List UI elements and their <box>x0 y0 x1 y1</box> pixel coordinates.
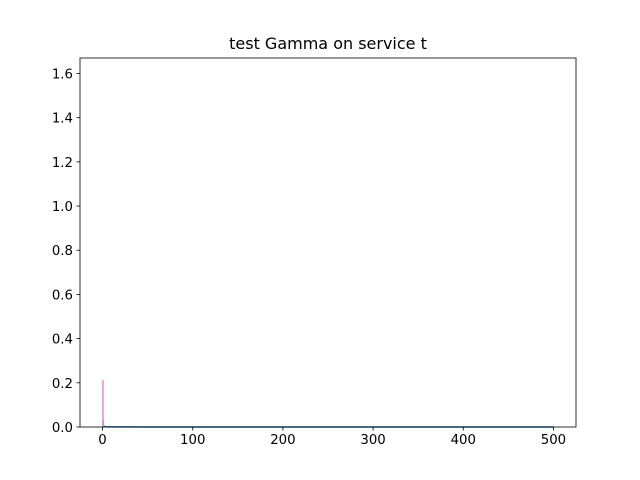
x-tick-label: 300 <box>360 433 385 448</box>
x-tick-label: 0 <box>98 433 106 448</box>
y-tick-label: 0.8 <box>52 244 73 259</box>
y-tick-label: 1.2 <box>52 156 73 171</box>
axes: 0 100 200 300 400 500 0.0 0.2 0.4 0.6 0.8 1.0 1.2 1.4… <box>52 57 577 448</box>
y-tick-label: 0.6 <box>52 288 73 303</box>
y-tick-label: 1.4 <box>52 112 73 127</box>
y-tick-label: 0.2 <box>52 377 73 392</box>
axes-frame <box>79 57 577 428</box>
y-tick-label: 1.0 <box>52 200 73 215</box>
x-tick-label: 500 <box>541 433 566 448</box>
x-tick-label: 100 <box>180 433 205 448</box>
x-tick-label: 200 <box>270 433 295 448</box>
x-tick-label: 400 <box>451 433 476 448</box>
chart-title: test Gamma on service t <box>229 34 427 53</box>
series-line-1 <box>102 380 104 427</box>
y-tick-label: 1.6 <box>52 67 73 82</box>
y-tick-label: 0.4 <box>52 333 73 348</box>
y-tick-label: 0.0 <box>52 421 73 436</box>
